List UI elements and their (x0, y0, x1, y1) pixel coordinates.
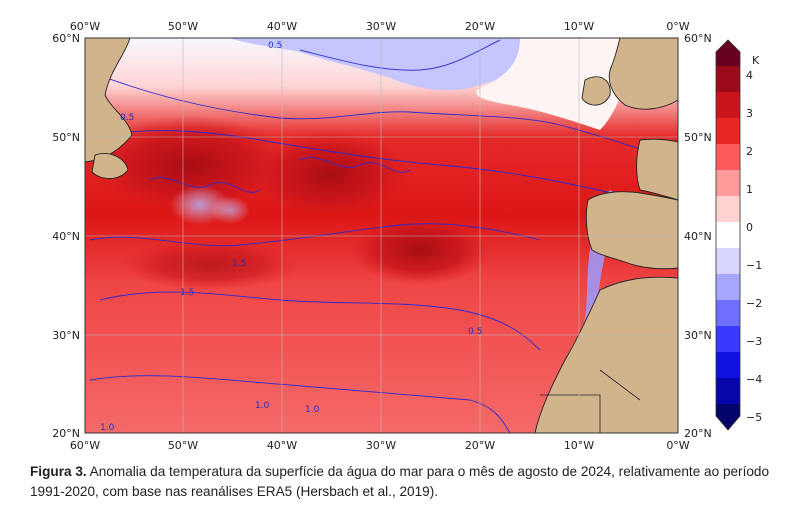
land-masses (85, 38, 678, 433)
x-tick-top: 50°W (168, 20, 198, 33)
newfoundland-land (91, 153, 129, 179)
neutral-anomaly-region (476, 38, 640, 130)
map-plot-area: 0.5 1.5 1.0 1.5 0.5 1.0 1.0 0.5 (85, 38, 678, 433)
warm-anomaly-core-west (90, 115, 290, 215)
caption-text: Anomalia da temperatura da superfície da… (30, 464, 770, 499)
y-tick-left: 50°N (52, 131, 80, 144)
x-tick-bottom: 60°W (70, 439, 100, 450)
colorbar-tick: −5 (746, 411, 762, 424)
y-tick-right: 60°N (684, 32, 712, 45)
x-tick-top: 0°W (666, 20, 689, 33)
contour-label: 0.5 (268, 41, 282, 51)
y-axis-right: 60°N 50°N 40°N 30°N 20°N (684, 32, 712, 440)
contour-label: 0.5 (468, 327, 482, 337)
x-tick-top: 30°W (366, 20, 396, 33)
africa-land (534, 276, 678, 433)
colorbar: K 4 3 2 1 0 −1 −2 −3 −4 −5 (715, 39, 762, 431)
x-tick-bottom: 20°W (465, 439, 495, 450)
contour-label: 1.0 (255, 401, 270, 411)
y-tick-left: 20°N (52, 427, 80, 440)
colorbar-tick: 4 (746, 69, 753, 82)
colorbar-tick: 1 (746, 183, 753, 196)
colorbar-tick: −2 (746, 297, 762, 310)
x-tick-bottom: 0°W (666, 439, 689, 450)
contour-label: 0.5 (120, 113, 134, 123)
ireland-land (581, 76, 611, 106)
colorbar-tick: 0 (746, 221, 753, 234)
x-tick-bottom: 30°W (366, 439, 396, 450)
contour-label: 1.0 (100, 423, 115, 433)
y-axis-left: 60°N 50°N 40°N 30°N 20°N (52, 32, 80, 440)
x-tick-top: 10°W (564, 20, 594, 33)
colorbar-tick: −3 (746, 335, 762, 348)
y-tick-right: 30°N (684, 329, 712, 342)
warm-anomaly-core-east (350, 215, 490, 285)
colorbar-bar (715, 39, 741, 431)
y-tick-right: 20°N (684, 427, 712, 440)
british-isles-land (608, 38, 678, 110)
map-frame (84, 37, 679, 434)
x-tick-top: 20°W (465, 20, 495, 33)
contour-label: 1.0 (305, 405, 320, 415)
contour-label-group: 0.5 1.5 1.0 1.5 0.5 1.0 1.0 0.5 (100, 41, 482, 433)
x-tick-bottom: 10°W (564, 439, 594, 450)
warm-anomaly-core-central (250, 130, 410, 220)
y-tick-left: 30°N (52, 329, 80, 342)
colorbar-tick: −1 (746, 259, 762, 272)
y-tick-left: 40°N (52, 230, 80, 243)
x-axis-bottom: 60°W 50°W 40°W 30°W 20°W 10°W 0°W (70, 439, 690, 450)
x-tick-top: 60°W (70, 20, 100, 33)
anomaly-contours (85, 69, 678, 433)
map-gridlines (85, 38, 678, 433)
country-borders (540, 369, 641, 433)
caption-label: Figura 3. (30, 464, 87, 479)
colorbar-unit: K (752, 54, 760, 67)
contour-label: 1.5 (232, 259, 246, 269)
colorbar-ticks: 4 3 2 1 0 −1 −2 −3 −4 −5 (746, 69, 762, 424)
x-tick-top: 40°W (267, 20, 297, 33)
contour-label: 1.5 (180, 288, 194, 298)
x-tick-bottom: 50°W (168, 439, 198, 450)
x-tick-bottom: 40°W (267, 439, 297, 450)
y-tick-left: 60°N (52, 32, 80, 45)
colorbar-tick: −4 (746, 373, 762, 386)
colorbar-tick: 2 (746, 145, 753, 158)
france-land (636, 138, 678, 201)
y-tick-right: 50°N (684, 131, 712, 144)
sst-anomaly-map-figure: 0.5 1.5 1.0 1.5 0.5 1.0 1.0 0.5 60°W 50°… (52, 20, 762, 450)
colorbar-tick: 3 (746, 107, 753, 120)
iberia-land (585, 191, 678, 270)
figure-caption: Figura 3. Anomalia da temperatura da sup… (30, 462, 785, 502)
x-axis-top: 60°W 50°W 40°W 30°W 20°W 10°W 0°W (70, 20, 690, 33)
y-tick-right: 40°N (684, 230, 712, 243)
